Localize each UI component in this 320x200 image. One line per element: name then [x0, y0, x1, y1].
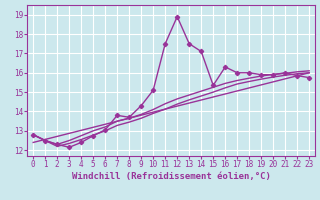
X-axis label: Windchill (Refroidissement éolien,°C): Windchill (Refroidissement éolien,°C): [72, 172, 271, 181]
